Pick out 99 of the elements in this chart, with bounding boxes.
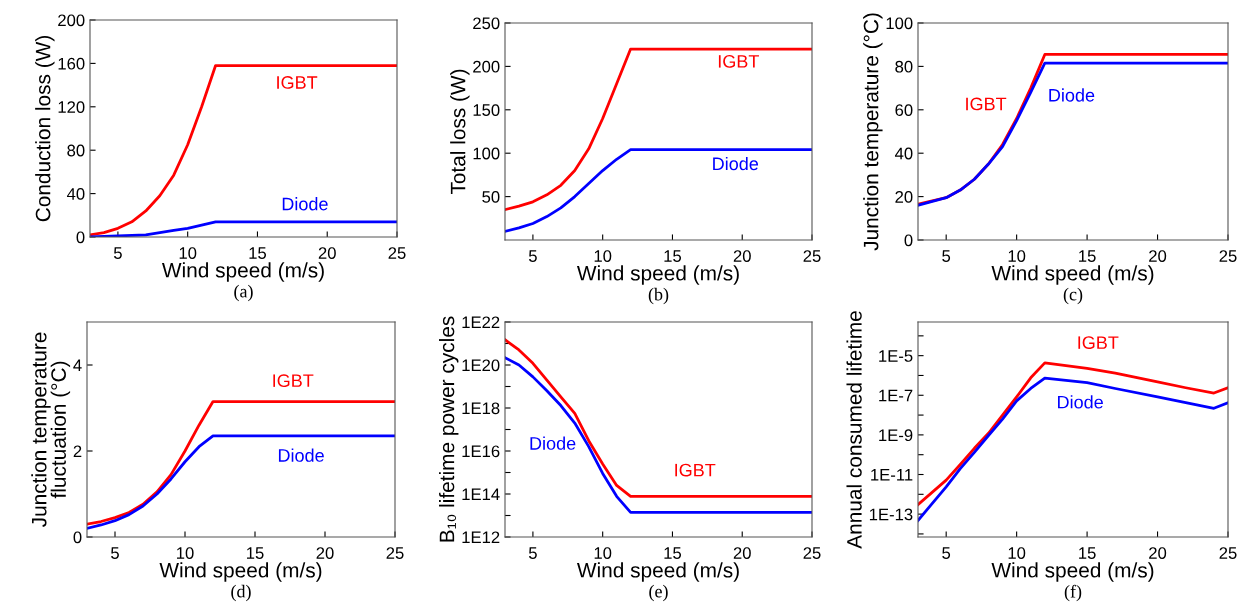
x-tick-label: 5 <box>942 547 951 559</box>
x-tick-label: 20 <box>733 547 751 559</box>
y-tick-label: 160 <box>58 57 85 70</box>
y-tick-label: 50 <box>482 191 500 203</box>
x-tick-label: 25 <box>1219 547 1237 559</box>
y-tick-label: 60 <box>895 104 913 116</box>
line-series <box>505 356 812 514</box>
x-tick-label: 15 <box>247 547 264 559</box>
y-tick-label: 1E-11 <box>871 469 913 481</box>
series-label: Diode <box>1058 395 1103 409</box>
x-tick-label: 10 <box>594 547 612 559</box>
series-label: Diode <box>713 156 759 171</box>
x-tick-label: 25 <box>803 547 821 559</box>
series-label: Diode <box>530 436 576 450</box>
y-axis-title: Annual consumed lifetime <box>846 311 862 549</box>
y-tick-label: 100 <box>473 147 500 160</box>
y-tick-label: 1E20 <box>462 359 500 372</box>
x-tick-label: 10 <box>1008 547 1026 559</box>
y-axis-title: B₁₀ lifetime power cycles <box>439 316 459 542</box>
line-series <box>505 338 812 498</box>
y-tick-label: 200 <box>473 60 500 73</box>
y-tick-label: 1E22 <box>462 316 500 329</box>
y-tick-label: 40 <box>66 188 85 200</box>
x-axis-title: Wind speed (m/s) <box>159 562 322 582</box>
text: (a) <box>234 284 253 302</box>
x-tick-label: 15 <box>1079 250 1096 262</box>
line-series <box>505 47 812 212</box>
y-tick-label: 150 <box>473 104 500 116</box>
x-tick-label: 25 <box>386 547 404 559</box>
y-tick-label: 100 <box>886 17 913 30</box>
y-tick-label: 40 <box>894 147 913 160</box>
y-tick-label: 2 <box>73 445 82 458</box>
x-axis-title: Wind speed (m/s) <box>161 262 324 282</box>
x-tick-label: 15 <box>664 547 682 559</box>
x-tick-label: 25 <box>803 250 821 262</box>
series-label: IGBT <box>718 54 759 68</box>
x-axis-title: Wind speed (m/s) <box>991 265 1154 285</box>
y-axis-title: Conduction loss (W) <box>35 36 55 222</box>
x-tick-label: 10 <box>594 250 612 262</box>
y-tick-label: 0 <box>904 234 913 247</box>
text: (b) <box>648 287 669 305</box>
y-tick-label: 1E-9 <box>879 429 913 442</box>
x-tick-label: 15 <box>1079 547 1096 559</box>
x-tick-label: 5 <box>113 247 122 259</box>
y-tick-label: 1E18 <box>462 402 500 415</box>
x-tick-label: 20 <box>1149 547 1167 559</box>
series-label: Diode <box>282 197 328 211</box>
y-tick-label: 1E14 <box>462 488 500 501</box>
line-series <box>918 361 1228 507</box>
series-label: IGBT <box>675 463 716 477</box>
x-axis-title: Wind speed (m/s) <box>991 562 1154 582</box>
line-series <box>87 434 395 530</box>
text: (d) <box>231 584 251 602</box>
x-axis-title: Wind speed (m/s) <box>576 265 739 285</box>
x-tick-label: 20 <box>316 547 334 559</box>
x-tick-label: 20 <box>318 247 336 259</box>
text: (f) <box>1064 584 1082 602</box>
x-tick-label: 5 <box>528 547 537 559</box>
series-label: Diode <box>1049 88 1095 102</box>
x-axis-title: Wind speed (m/s) <box>576 562 739 582</box>
y-tick-label: 1E-13 <box>869 508 913 521</box>
x-tick-label: 15 <box>249 247 267 259</box>
x-tick-label: 10 <box>1008 250 1026 262</box>
line-series <box>505 148 812 233</box>
y-tick-label: 1E12 <box>462 531 500 544</box>
x-tick-label: 25 <box>388 247 406 259</box>
x-tick-label: 5 <box>528 250 537 262</box>
y-tick-label: 20 <box>895 191 913 203</box>
y-tick-label: 0 <box>73 531 82 544</box>
y-tick-label: 1E-7 <box>879 389 913 402</box>
text: (c) <box>1063 287 1083 305</box>
series-label: Diode <box>278 448 324 462</box>
line-series <box>87 400 395 526</box>
y-tick-label: 120 <box>58 101 85 113</box>
series-label: IGBT <box>277 76 318 89</box>
y-tick-label: 200 <box>58 14 85 27</box>
x-tick-label: 5 <box>942 250 951 262</box>
x-tick-label: 10 <box>179 247 197 259</box>
y-tick-label: 80 <box>67 144 85 157</box>
y-axis-title: Junction temperature fluctuation (°C) <box>31 332 71 528</box>
y-tick-label: 0 <box>76 231 85 244</box>
x-tick-label: 20 <box>733 250 751 262</box>
text: (e) <box>649 584 668 602</box>
series-label: IGBT <box>273 374 314 388</box>
y-tick-label: 1E-5 <box>879 350 913 362</box>
x-tick-label: 15 <box>664 250 682 262</box>
x-tick-label: 25 <box>1219 250 1237 262</box>
series-label: IGBT <box>966 97 1007 111</box>
y-tick-label: 4 <box>73 359 82 372</box>
y-tick-label: 1E16 <box>462 445 500 458</box>
x-tick-label: 5 <box>111 547 119 559</box>
y-axis-title: Total loss (W) <box>450 69 470 195</box>
line-series <box>918 376 1228 522</box>
x-tick-label: 20 <box>1149 250 1167 262</box>
x-tick-label: 10 <box>177 547 194 559</box>
y-tick-label: 80 <box>895 60 913 73</box>
y-axis-title: Junction temperature (°C) <box>863 13 883 251</box>
series-label: IGBT <box>1078 336 1119 349</box>
y-tick-label: 250 <box>473 17 500 30</box>
